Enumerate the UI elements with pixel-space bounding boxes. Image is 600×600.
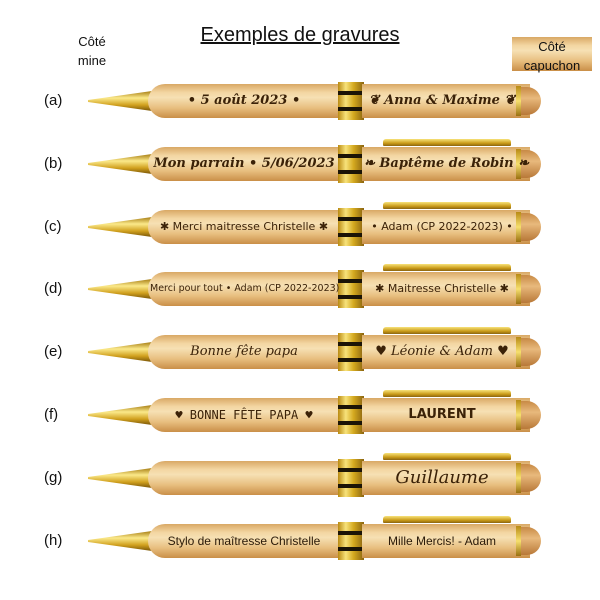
pen-clip [383,327,511,335]
pen-cap-band [516,400,521,430]
page-title: Exemples de gravures [200,24,400,46]
pen-center-ring [338,521,364,560]
pen-example: (h) Stylo de maîtresse Christelle Mille … [0,515,600,562]
pen-cap [362,84,530,118]
pen-tip [88,91,152,111]
pen-cap [362,335,530,370]
engraving-left: Mon parrain • 5/06/2023 [153,155,335,171]
pen-tip [88,342,152,363]
side-label-cap-line2: capuchon [523,58,581,73]
engraving-right: ✱ Maitresse Christelle ✱ [375,282,509,296]
pen-center-ring [338,144,364,183]
pen-barrel [148,272,340,307]
pen-barrel [148,84,340,118]
pen-label: (c) [44,217,62,235]
pen-end-cap [521,338,541,367]
pen-end-cap [521,212,541,241]
pen-clip [383,452,511,460]
pen-end-cap [521,275,541,304]
pen-cap [362,272,530,307]
side-label-mine: Côté mine [62,32,122,70]
pen-clip [383,201,511,209]
engraving-right: Guillaume [395,466,489,488]
side-label-cap-line1: Côté [538,39,566,54]
pen-label: (d) [44,280,63,298]
pen-center-ring [338,333,364,372]
pen-barrel [148,209,340,244]
pen-label: (g) [44,468,63,486]
pen-example: (g) Guillaume [0,452,600,499]
pen-example: (a) • 5 août 2023 • ❦ Anna & Maxime ❦ [0,82,600,122]
engraving-left: ♥ BONNE FÊTE PAPA ♥ [175,408,313,422]
pen-cap [362,460,530,495]
pen-barrel [148,335,340,370]
pen-cap-band [516,274,521,305]
pen-end-cap [521,526,541,555]
pen-center-ring [338,270,364,309]
pen-clip [383,515,511,523]
engraving-right: • Adam (CP 2022-2023) • [371,219,513,233]
pen-cap-band [516,86,521,116]
pen-cap-band [516,148,521,179]
pen-center-ring [338,396,364,434]
pen-tip [88,279,152,300]
side-label-mine-line2: mine [77,53,107,68]
pen-label: (f) [44,406,59,423]
pen-clip [383,138,511,146]
pen-center-ring [338,82,364,120]
pen-end-cap [521,463,541,492]
pen-tip [88,153,152,174]
side-label-capuchon: Côté capuchon [512,37,592,73]
pen-example: (e) Bonne fête papa ♥ Léonie & Adam ♥ [0,327,600,373]
pen-cap [362,209,530,244]
pen-barrel [148,523,340,558]
pen-cap-band [516,462,521,493]
pen-cap [362,398,530,432]
pen-barrel [148,146,340,181]
pen-label: (h) [44,531,63,549]
pen-tip [88,405,152,425]
pen-end-cap [521,149,541,178]
pen-tip [88,216,152,237]
engraving-right: ♥ Léonie & Adam ♥ [375,344,509,360]
pen-clip [383,390,511,397]
engraving-right: Mille Mercis! - Adam [387,533,497,548]
pen-end-cap [521,87,541,115]
pen-example: (d) Merci pour tout • Adam (CP 2022-2023… [0,264,600,310]
pen-barrel [148,398,340,432]
pen-label: (e) [44,343,63,361]
engraving-right: ❦ Anna & Maxime ❦ [368,93,516,108]
pen-label: (a) [44,92,63,109]
pen-label: (b) [44,154,63,172]
pen-example: (f) ♥ BONNE FÊTE PAPA ♥ LAURENT [0,390,600,436]
engraving-left: Stylo de maîtresse Christelle [167,533,321,548]
pen-cap-band [516,525,521,556]
engraving-left [150,461,338,495]
engraving-left: • 5 août 2023 • [187,93,301,108]
pen-cap [362,523,530,558]
pen-example: (b) Mon parrain • 5/06/2023 ❧ Baptême de… [0,138,600,185]
engraving-left: Merci pour tout • Adam (CP 2022-2023) [150,283,340,295]
pen-tip [88,530,152,551]
pen-example: (c) ✱ Merci maitresse Christelle ✱ • Ada… [0,201,600,248]
pen-center-ring [338,207,364,246]
engraving-right: ❧ Baptême de Robin ❧ [364,155,530,171]
pen-end-cap [521,401,541,429]
engraving-left: ✱ Merci maitresse Christelle ✱ [159,219,329,233]
pen-tip [88,467,152,488]
pen-barrel [148,460,340,495]
pen-clip [383,264,511,272]
pen-cap [362,146,530,181]
engraving-right: LAURENT [408,407,476,422]
pen-center-ring [338,458,364,497]
pen-cap-band [516,211,521,242]
side-label-mine-line1: Côté [78,34,106,49]
engraving-left: Bonne fête papa [190,344,298,360]
pen-cap-band [516,337,521,368]
